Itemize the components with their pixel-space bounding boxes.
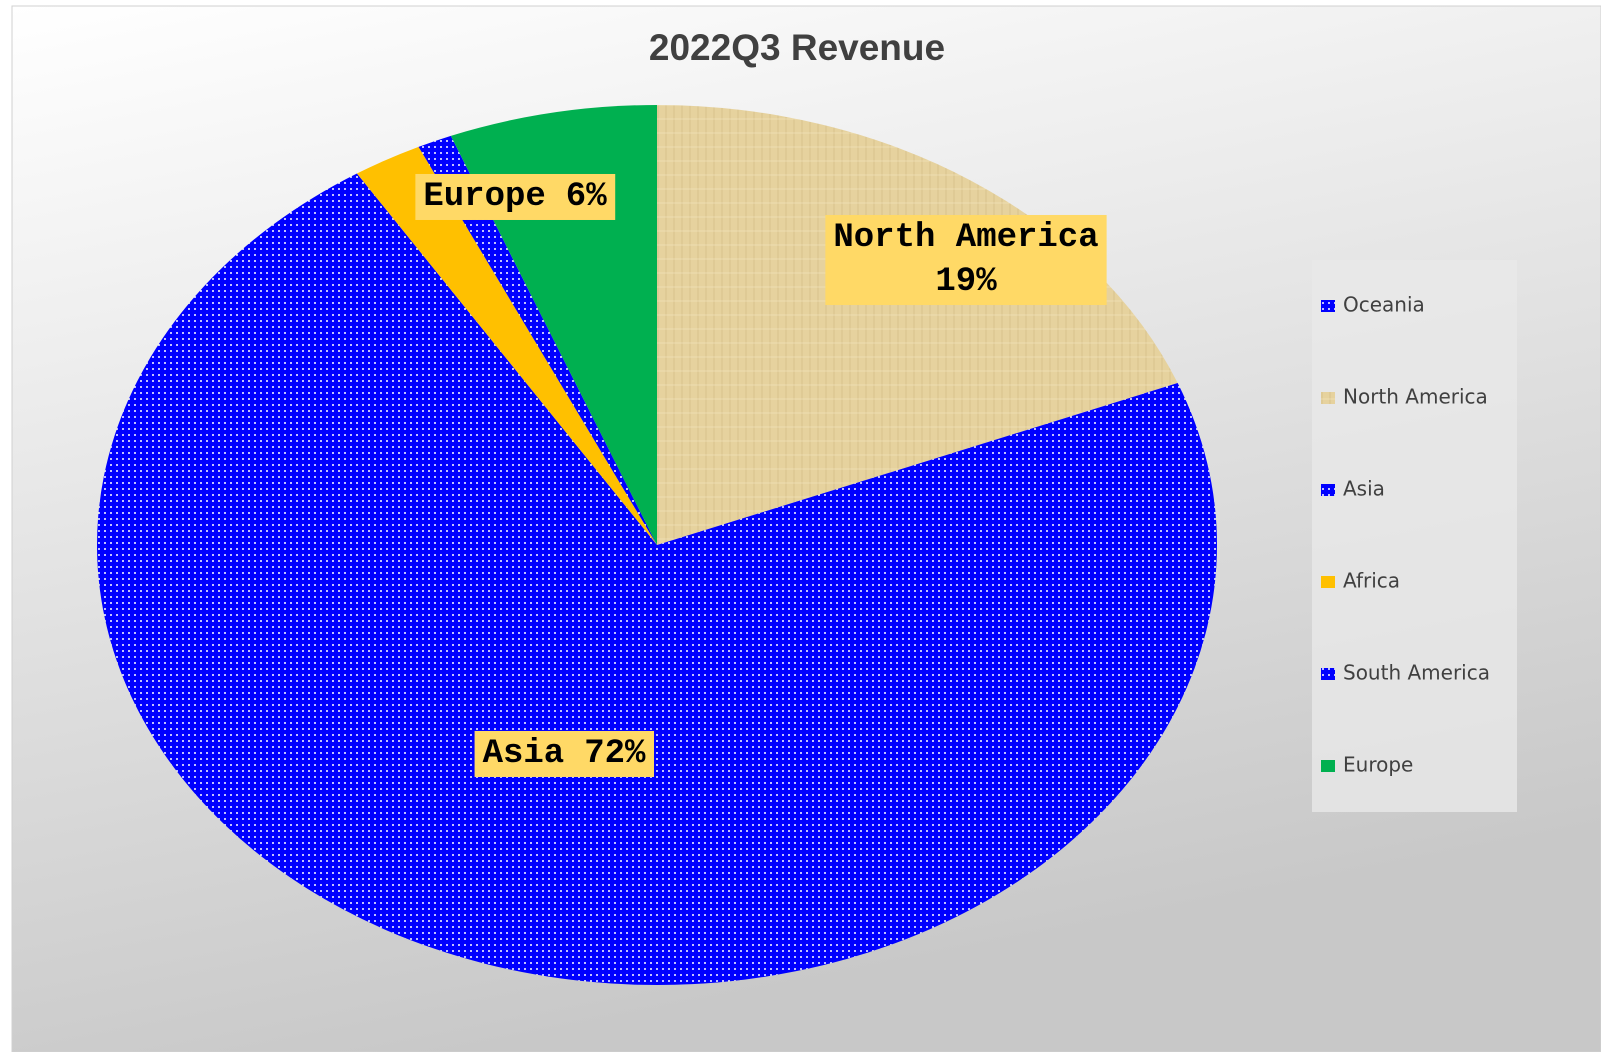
pie-slice [657, 105, 1178, 545]
data-label: North America 19% [825, 214, 1107, 305]
legend-swatch [1321, 392, 1335, 404]
legend-label: Asia [1343, 477, 1385, 501]
data-label-value: 19% [935, 263, 997, 301]
legend-label: Oceania [1343, 293, 1425, 317]
data-label-category: Asia [483, 735, 565, 773]
legend-box [1312, 260, 1517, 812]
pie-slice [96, 173, 1217, 986]
data-label-box [415, 173, 616, 220]
legend-label: Europe [1343, 753, 1413, 777]
data-label-category: Europe [423, 178, 545, 216]
legend-swatch [1321, 576, 1335, 588]
data-label-box [825, 214, 1107, 305]
data-label-value: 72% [584, 735, 646, 773]
data-label: Asia 72% [474, 730, 655, 777]
pie-slice [418, 135, 657, 545]
data-label-box [474, 730, 655, 777]
legend-swatch [1321, 668, 1335, 680]
legend-swatch [1321, 760, 1335, 772]
chart-title: 2022Q3 Revenue [649, 27, 945, 68]
legend-label: Africa [1343, 569, 1400, 593]
data-label: Europe 6% [415, 173, 616, 220]
data-label-value: 6% [566, 178, 607, 216]
data-label-category: North America [833, 219, 1098, 257]
legend-swatch [1321, 300, 1335, 312]
legend-label: North America [1343, 385, 1488, 409]
pie-slice [356, 146, 657, 545]
legend-swatch [1321, 484, 1335, 496]
legend-label: South America [1343, 661, 1490, 685]
